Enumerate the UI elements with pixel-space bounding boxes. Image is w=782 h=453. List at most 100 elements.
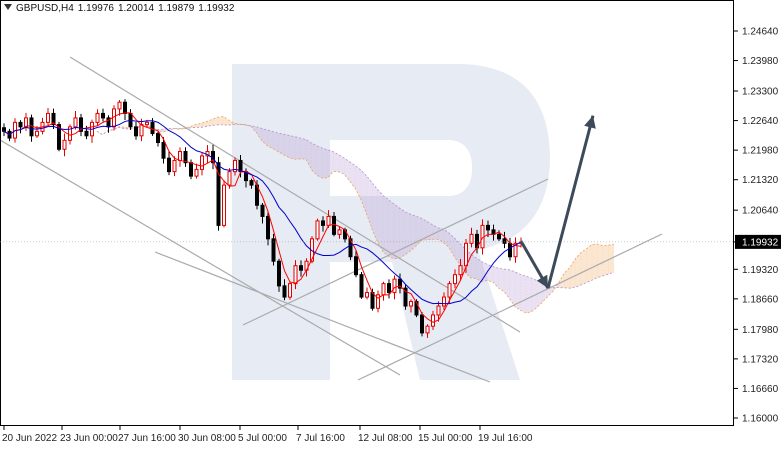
candle-body — [436, 305, 441, 316]
candle-body — [354, 256, 358, 276]
senkou-span-b — [96, 124, 615, 289]
candle-body — [139, 124, 144, 137]
candle-body — [277, 260, 281, 287]
forecast-arrow-up — [546, 115, 596, 289]
candle-body — [464, 242, 468, 267]
candle-body — [288, 283, 292, 298]
candle-body — [134, 126, 138, 137]
x-tick-label: 15 Jul 00:00 — [418, 433, 473, 444]
cloud-segment — [591, 243, 598, 281]
cloud-segment — [569, 257, 576, 289]
candle — [227, 168, 232, 189]
candle-body — [145, 121, 149, 126]
candle — [62, 133, 67, 157]
candle — [420, 312, 424, 337]
candle-body — [161, 142, 166, 159]
y-tick: 1.16660 — [734, 384, 779, 395]
candle-body — [249, 180, 254, 186]
candle-body — [101, 112, 105, 119]
cloud-segment — [267, 129, 274, 150]
y-tick-label: 1.16000 — [742, 414, 779, 425]
candle-body — [425, 325, 430, 334]
candle-body — [73, 117, 78, 128]
cloud-segment — [558, 271, 565, 289]
cloud-segment — [448, 232, 455, 259]
candle-body — [57, 124, 61, 150]
cloud-segment — [520, 273, 527, 314]
cloud-segment — [377, 188, 384, 253]
y-tick-label: 1.20640 — [742, 206, 779, 217]
y-tick-label: 1.21320 — [742, 175, 779, 186]
cloud-segment — [256, 126, 263, 143]
cloud-segment — [283, 133, 290, 159]
ichimoku-cloud — [96, 116, 615, 314]
candle-body — [381, 283, 386, 296]
x-tick: 30 Jun 08:00 — [178, 426, 236, 444]
x-tick: 12 Jul 08:00 — [358, 426, 413, 444]
candle — [436, 301, 441, 322]
candle-body — [29, 117, 34, 137]
candle-body — [326, 215, 331, 226]
candle — [128, 109, 133, 130]
y-tick: 1.19320 — [734, 265, 779, 276]
cloud-segment — [305, 138, 312, 170]
candle-body — [337, 229, 342, 235]
candle-body — [156, 133, 160, 144]
candle — [117, 99, 122, 116]
candle — [51, 108, 56, 130]
candle-body — [282, 285, 287, 298]
candle — [101, 108, 105, 122]
y-tick-label: 1.19932 — [742, 237, 779, 248]
x-tick: 7 Jul 16:00 — [296, 426, 345, 444]
candle — [293, 260, 298, 290]
x-tick-label: 19 Jul 16:00 — [478, 433, 533, 444]
cloud-segment — [575, 251, 582, 288]
candle — [458, 259, 463, 281]
candle — [194, 163, 199, 179]
candle-body — [348, 238, 353, 258]
candle-body — [123, 101, 127, 114]
symbol-label: GBPUSD,H4 — [16, 3, 74, 14]
cloud-segment — [333, 151, 340, 173]
candle-body — [216, 162, 221, 226]
cloud-segment — [498, 268, 505, 293]
current-price-box — [735, 234, 781, 249]
cloud-segment — [300, 137, 307, 160]
candle-body — [68, 126, 72, 141]
cloud-segment — [107, 129, 114, 131]
cloud-segment — [96, 131, 103, 135]
candle-body — [266, 215, 270, 240]
candle-body — [370, 292, 375, 309]
candle — [233, 157, 237, 176]
cloud-segment — [410, 213, 417, 252]
ichimoku-lines — [3, 112, 522, 323]
candle-body — [79, 117, 83, 132]
axes — [0, 0, 734, 426]
cloud-segment — [217, 116, 224, 126]
candle-body — [18, 121, 23, 128]
plot-frame — [0, 0, 734, 426]
candle-body — [403, 287, 408, 307]
arrow-shaft — [546, 115, 595, 289]
symbol-dropdown-icon[interactable] — [4, 4, 12, 10]
y-tick-label: 1.17980 — [742, 325, 779, 336]
candle — [2, 123, 6, 137]
candle — [123, 99, 127, 120]
cloud-segment — [223, 116, 230, 126]
cloud-segment — [382, 194, 389, 257]
candle-body — [150, 121, 155, 135]
cloud-segment — [492, 266, 499, 289]
candle — [271, 233, 276, 266]
candle — [266, 212, 270, 246]
candle — [73, 110, 78, 130]
candle-body — [502, 238, 507, 244]
candle — [381, 281, 386, 301]
cloud-segment — [399, 207, 406, 259]
cloud-segment — [580, 248, 587, 286]
tenkan-sen-line — [3, 112, 522, 323]
cloud-segment — [536, 280, 543, 309]
candle — [90, 119, 94, 143]
candle — [167, 151, 171, 176]
